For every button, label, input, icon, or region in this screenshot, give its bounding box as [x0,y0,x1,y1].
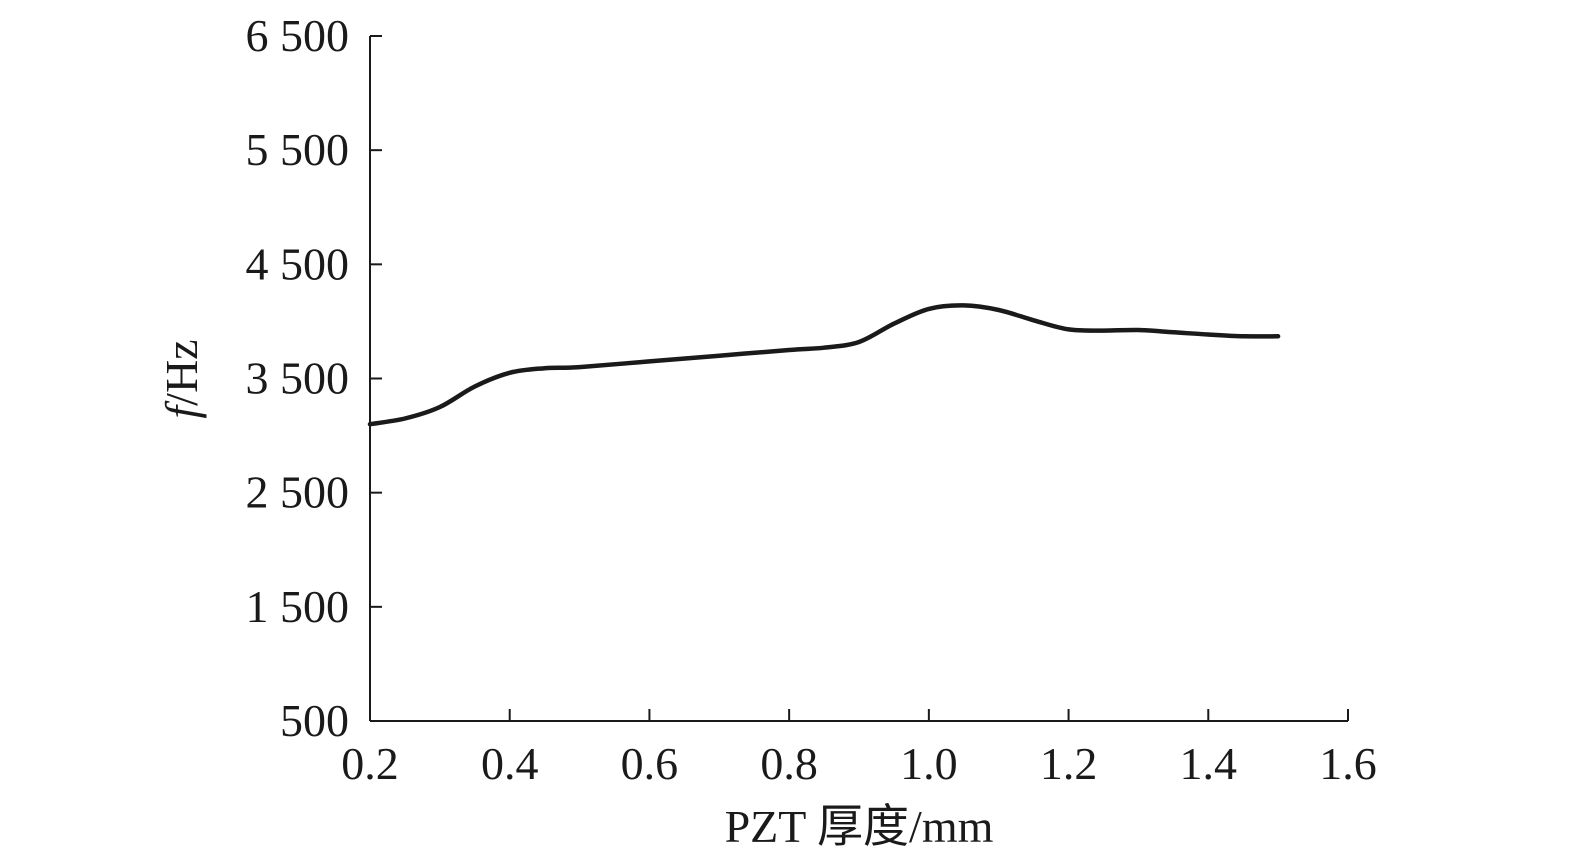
x-axis-ticks: 0.2 0.4 0.6 0.8 1.0 1.2 1.4 1.6 [341,709,1377,789]
series-layer [367,303,1281,427]
x-tick-label: 0.6 [621,738,679,789]
axes [369,36,1348,722]
x-tick-label: 0.2 [341,738,399,789]
y-tick-label: 1 500 [246,581,350,632]
y-tick-label: 500 [280,695,349,746]
y-tick-label: 2 500 [246,467,350,518]
y-tick-label: 6 500 [246,10,350,61]
y-axis-title: f/Hz [156,339,207,418]
x-tick-label: 0.4 [481,738,539,789]
x-tick-label: 1.2 [1040,738,1098,789]
series-line [367,303,1281,427]
x-tick-label: 1.6 [1319,738,1377,789]
x-tick-label: 0.8 [760,738,818,789]
y-axis-title-unit: /Hz [156,339,207,405]
y-tick-label: 4 500 [246,238,350,289]
y-axis-ticks: 500 1 500 2 500 3 500 4 500 5 500 6 500 [246,10,382,746]
y-tick-label: 3 500 [246,353,350,404]
x-tick-label: 1.0 [900,738,958,789]
y-tick-label: 5 500 [246,124,350,175]
x-tick-label: 1.4 [1180,738,1238,789]
x-axis-title: PZT 厚度/mm [725,801,994,852]
